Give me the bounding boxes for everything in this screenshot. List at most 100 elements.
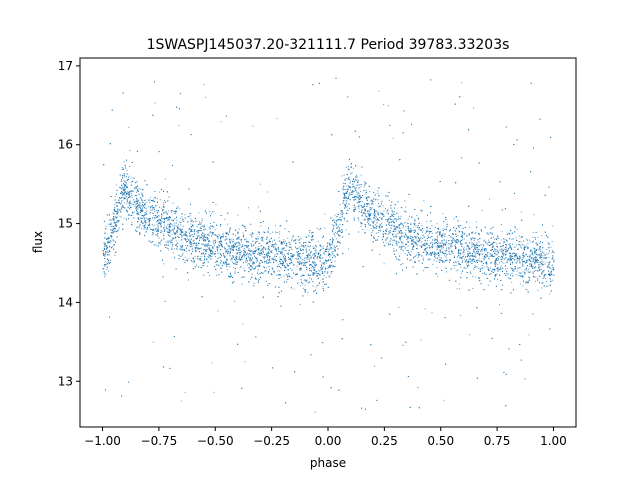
data-point	[118, 227, 120, 229]
data-point	[494, 273, 496, 275]
data-point	[204, 254, 206, 256]
data-point	[483, 266, 485, 268]
data-point	[175, 237, 177, 239]
data-point	[120, 187, 122, 189]
data-point	[156, 221, 158, 223]
data-point	[178, 224, 180, 226]
data-point	[552, 225, 554, 227]
data-point	[348, 185, 350, 187]
data-point	[473, 107, 475, 109]
data-point	[390, 229, 392, 231]
data-point	[259, 253, 261, 255]
data-point	[309, 258, 311, 260]
data-point	[407, 240, 409, 242]
data-point	[525, 262, 526, 264]
data-point	[144, 206, 145, 208]
data-point	[442, 246, 444, 248]
data-point	[199, 223, 201, 225]
data-point	[170, 229, 172, 231]
data-point	[440, 247, 442, 248]
data-point	[392, 219, 394, 221]
data-point	[318, 229, 320, 231]
data-point	[211, 256, 213, 258]
data-point	[295, 258, 297, 259]
data-point	[142, 221, 144, 223]
data-point	[444, 242, 446, 244]
data-point	[496, 273, 498, 275]
data-point	[261, 237, 263, 239]
data-point	[377, 199, 379, 201]
data-point	[143, 219, 145, 220]
data-point	[200, 256, 202, 258]
data-point	[253, 261, 255, 263]
data-point	[541, 259, 543, 261]
data-point	[152, 341, 154, 343]
data-point	[297, 258, 299, 260]
data-point	[380, 223, 382, 224]
data-point	[163, 204, 164, 206]
data-point	[462, 232, 464, 234]
data-point	[436, 223, 438, 225]
data-point	[309, 257, 311, 259]
data-point	[224, 263, 226, 265]
data-point	[546, 249, 548, 251]
data-point	[153, 215, 155, 217]
data-point	[505, 249, 507, 251]
data-point	[121, 168, 123, 170]
data-point	[232, 239, 234, 241]
data-point	[491, 232, 493, 234]
data-point	[519, 260, 521, 262]
data-point	[541, 287, 543, 289]
data-point	[126, 202, 128, 204]
data-point	[482, 253, 484, 255]
data-point	[307, 259, 309, 261]
data-point	[420, 241, 422, 243]
data-point	[236, 256, 238, 258]
data-point	[257, 269, 259, 271]
data-point	[189, 234, 191, 236]
data-point	[214, 234, 215, 236]
data-point	[260, 253, 262, 255]
data-point	[231, 239, 233, 241]
data-point	[144, 207, 146, 209]
data-point	[470, 273, 472, 275]
data-point	[128, 175, 130, 177]
data-point	[405, 206, 407, 208]
data-point	[141, 201, 143, 203]
data-point	[478, 249, 480, 251]
data-point	[184, 260, 186, 262]
data-point	[165, 241, 167, 243]
data-point	[179, 248, 181, 250]
data-point	[114, 254, 116, 256]
data-point	[234, 243, 236, 245]
data-point	[164, 218, 166, 220]
data-point	[160, 224, 162, 226]
data-point	[279, 233, 281, 235]
data-point	[394, 214, 396, 216]
data-point	[509, 257, 511, 259]
data-point	[145, 202, 147, 204]
data-point	[489, 198, 490, 200]
data-point	[283, 275, 285, 277]
data-point	[509, 262, 511, 264]
data-point	[472, 276, 474, 277]
data-point	[537, 280, 539, 282]
data-point	[189, 240, 191, 242]
data-point	[260, 237, 262, 239]
data-point	[172, 228, 174, 230]
data-point	[493, 262, 495, 264]
data-point	[365, 189, 367, 191]
data-point	[203, 259, 205, 261]
data-point	[404, 232, 406, 234]
data-point	[389, 199, 390, 201]
data-point	[442, 213, 444, 215]
data-point	[427, 252, 429, 254]
data-point	[196, 234, 198, 236]
data-point	[371, 231, 373, 233]
data-point	[360, 190, 361, 192]
data-point	[162, 218, 164, 220]
data-point	[429, 259, 431, 260]
data-point	[154, 224, 156, 226]
data-point	[416, 239, 418, 241]
data-point	[304, 264, 306, 266]
